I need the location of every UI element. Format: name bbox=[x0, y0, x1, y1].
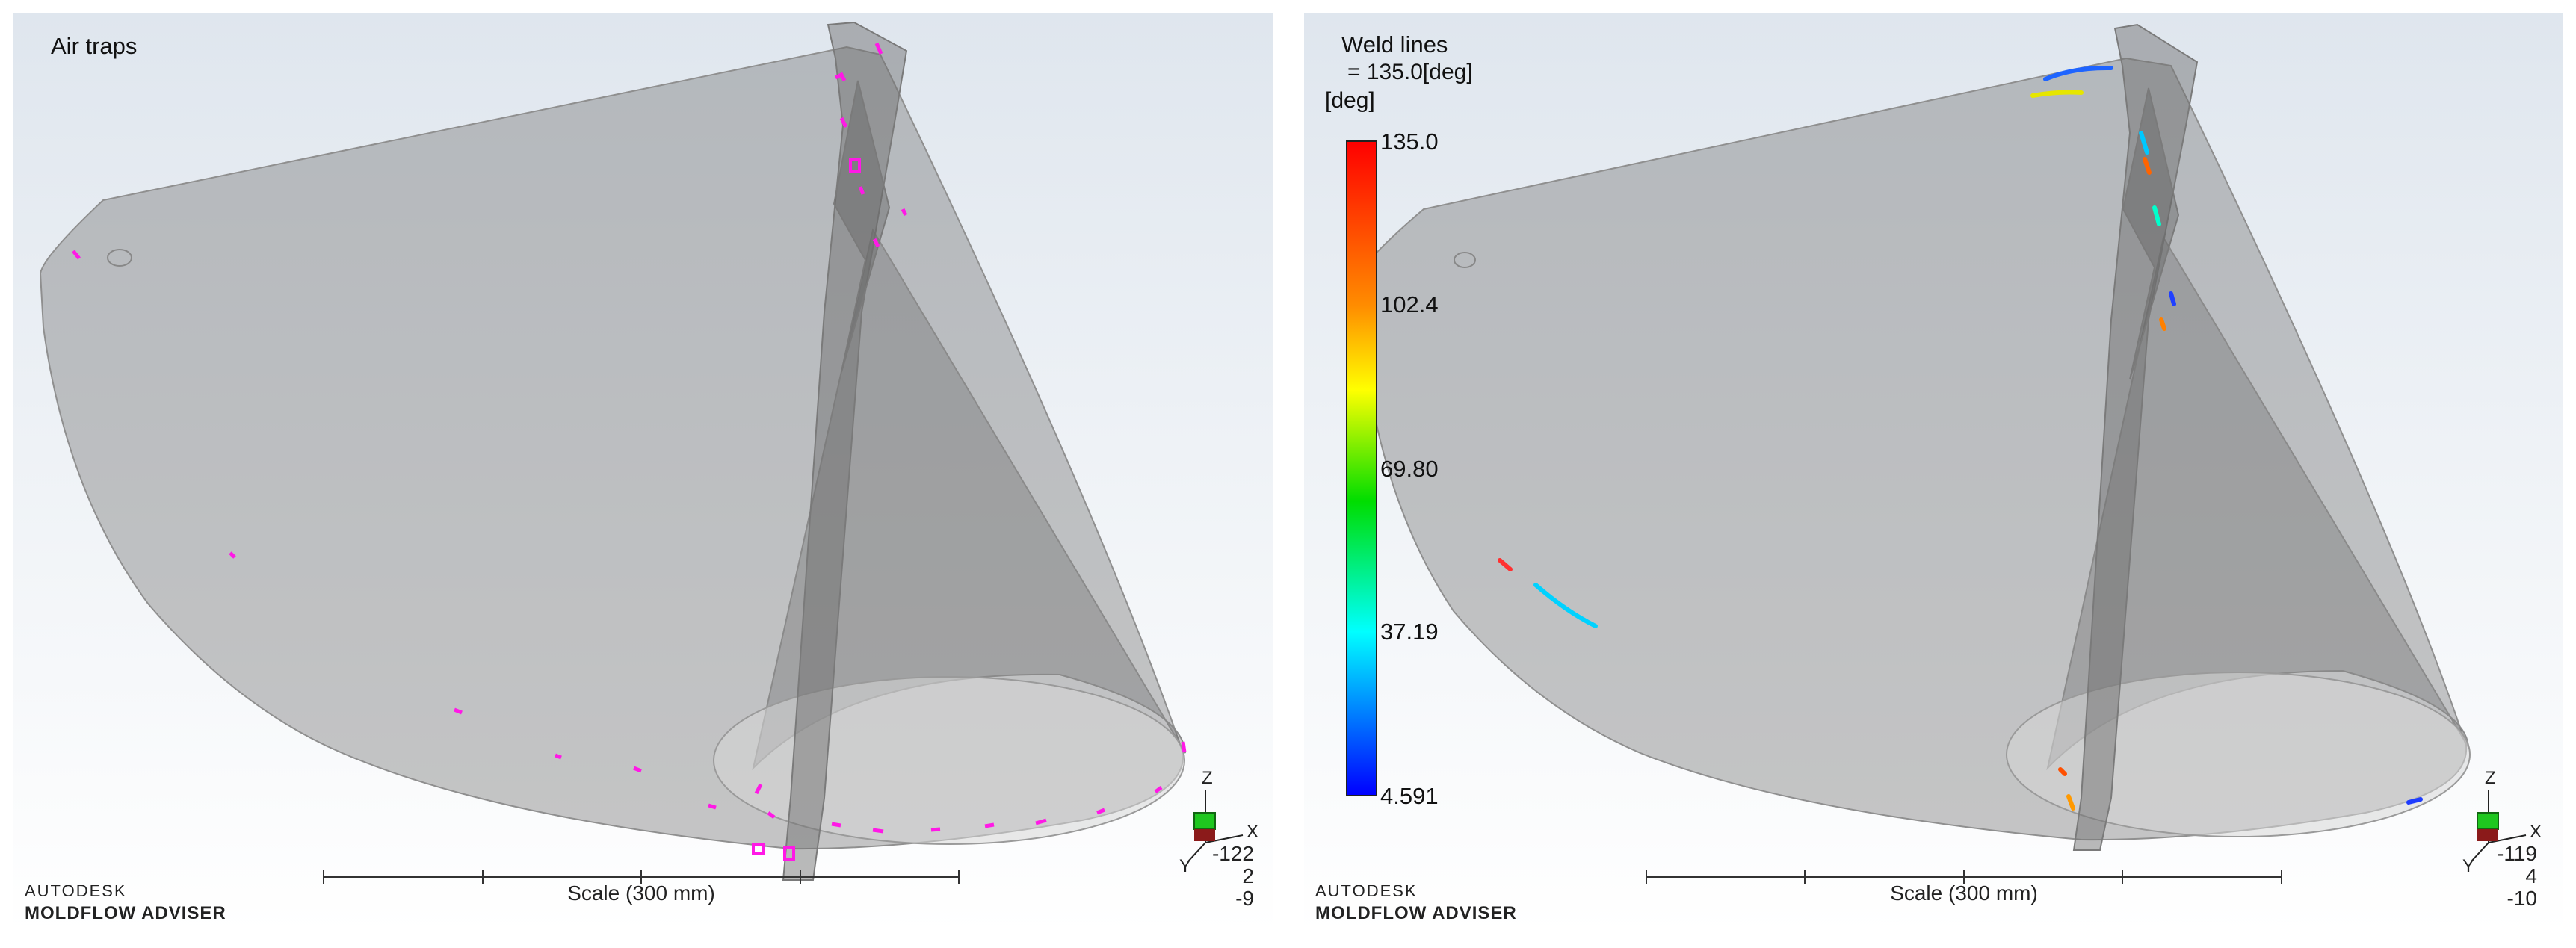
weld-lines-viewport[interactable]: Weld lines = 135.0[deg] [deg] 135.0 102.… bbox=[1304, 13, 2563, 934]
brand-line-2: MOLDFLOW ADVISER bbox=[25, 903, 226, 923]
legend-unit: [deg] bbox=[1325, 88, 1375, 113]
air-trap-marker bbox=[754, 783, 763, 795]
axis-x-label: X bbox=[1247, 822, 1259, 842]
color-legend-bar bbox=[1346, 140, 1377, 796]
axis-z-label: Z bbox=[2485, 768, 2496, 788]
axis-x-label: X bbox=[2530, 822, 2542, 842]
cone-base bbox=[713, 676, 1185, 845]
weld-line bbox=[2159, 317, 2166, 331]
weld-line bbox=[1498, 558, 1513, 571]
part-model bbox=[1356, 23, 2527, 884]
coord-z: -10 bbox=[2506, 887, 2537, 910]
air-trap-marker bbox=[454, 707, 463, 715]
weld-line bbox=[2043, 65, 2113, 81]
axis-y-label: Y bbox=[2462, 856, 2475, 876]
air-trap-marker bbox=[783, 846, 795, 861]
cone-base bbox=[2006, 672, 2471, 837]
axis-z-label: Z bbox=[1202, 768, 1213, 788]
part-body bbox=[1356, 57, 2468, 841]
rib-fin bbox=[2122, 87, 2180, 380]
air-trap-marker bbox=[930, 827, 941, 832]
brand-line-1: AUTODESK bbox=[1315, 882, 1418, 900]
brand-line-2: MOLDFLOW ADVISER bbox=[1315, 903, 1517, 923]
air-trap-marker bbox=[874, 43, 883, 55]
legend-tick-min: 4.591 bbox=[1380, 783, 1439, 809]
rib-fin bbox=[833, 80, 891, 373]
mount-hole bbox=[1454, 252, 1476, 268]
coord-x: -119 bbox=[2497, 842, 2537, 865]
air-trap-marker bbox=[708, 803, 717, 810]
coord-z: -9 bbox=[1235, 887, 1254, 910]
air-trap-marker bbox=[1096, 808, 1105, 815]
air-trap-marker bbox=[767, 811, 776, 819]
legend-tick: 102.4 bbox=[1380, 291, 1439, 317]
weld-line bbox=[2066, 794, 2075, 811]
scale-label: Scale (300 mm) bbox=[1890, 882, 2038, 905]
legend-tick-max: 135.0 bbox=[1380, 128, 1439, 155]
air-trap-marker bbox=[984, 822, 995, 828]
air-trap-marker bbox=[1035, 818, 1047, 825]
brand-line-1: AUTODESK bbox=[25, 882, 127, 900]
result-value: = 135.0[deg] bbox=[1347, 60, 1473, 84]
weld-line bbox=[1533, 583, 1598, 628]
air-trap-marker bbox=[901, 208, 908, 217]
air-trap-marker bbox=[555, 753, 562, 760]
scale-bar bbox=[323, 870, 960, 884]
air-trap-marker bbox=[872, 828, 884, 834]
rib-plate bbox=[2072, 23, 2199, 851]
part-model bbox=[39, 21, 1244, 884]
scale-bar bbox=[1646, 870, 2282, 884]
weld-line bbox=[2030, 90, 2084, 98]
coordinate-readout: -119 4 -10 bbox=[2477, 843, 2537, 910]
weld-line bbox=[2169, 291, 2176, 306]
weld-line-markers bbox=[1498, 65, 2423, 811]
coord-y: 2 bbox=[1242, 864, 1254, 887]
air-trap-marker bbox=[633, 766, 642, 773]
part-body bbox=[39, 46, 1184, 850]
coordinate-readout: -122 2 -9 bbox=[1194, 843, 1254, 910]
brand-logo: AUTODESK MOLDFLOW ADVISER bbox=[25, 880, 226, 925]
air-trap-marker bbox=[839, 117, 848, 128]
result-title: Weld lines bbox=[1341, 31, 1448, 58]
air-trap-marker bbox=[831, 822, 841, 828]
scale-label: Scale (300 mm) bbox=[567, 882, 715, 905]
air-trap-marker bbox=[1181, 741, 1187, 753]
legend-tick: 37.19 bbox=[1380, 619, 1439, 645]
legend-tick: 69.80 bbox=[1380, 456, 1439, 482]
weld-line bbox=[2058, 767, 2067, 776]
air-trap-marker bbox=[858, 186, 865, 195]
air-trap-marker bbox=[72, 250, 81, 260]
weld-line bbox=[2406, 797, 2423, 805]
axis-y-label: Y bbox=[1179, 856, 1192, 876]
result-title: Air traps bbox=[51, 33, 138, 59]
air-traps-viewport[interactable]: Air traps AUTODESK MOLDFLOW ADVISER Scal… bbox=[13, 13, 1273, 934]
weld-line bbox=[2139, 131, 2149, 155]
weld-line bbox=[2143, 157, 2152, 175]
orientation-triad bbox=[2471, 790, 2527, 862]
orientation-triad bbox=[1187, 790, 1244, 862]
air-trap-marker bbox=[872, 238, 880, 248]
coord-x: -122 bbox=[1211, 842, 1254, 865]
rib-plate bbox=[782, 21, 908, 881]
brand-logo: AUTODESK MOLDFLOW ADVISER bbox=[1315, 880, 1517, 925]
air-trap-marker bbox=[849, 158, 861, 173]
air-trap-marker bbox=[1154, 786, 1163, 793]
coord-y: 4 bbox=[2525, 864, 2537, 887]
air-trap-marker bbox=[834, 72, 847, 82]
air-trap-marker bbox=[752, 843, 765, 855]
mount-hole bbox=[107, 249, 132, 267]
air-trap-markers bbox=[72, 43, 1187, 861]
weld-line bbox=[2152, 205, 2161, 226]
air-trap-marker bbox=[229, 551, 236, 559]
